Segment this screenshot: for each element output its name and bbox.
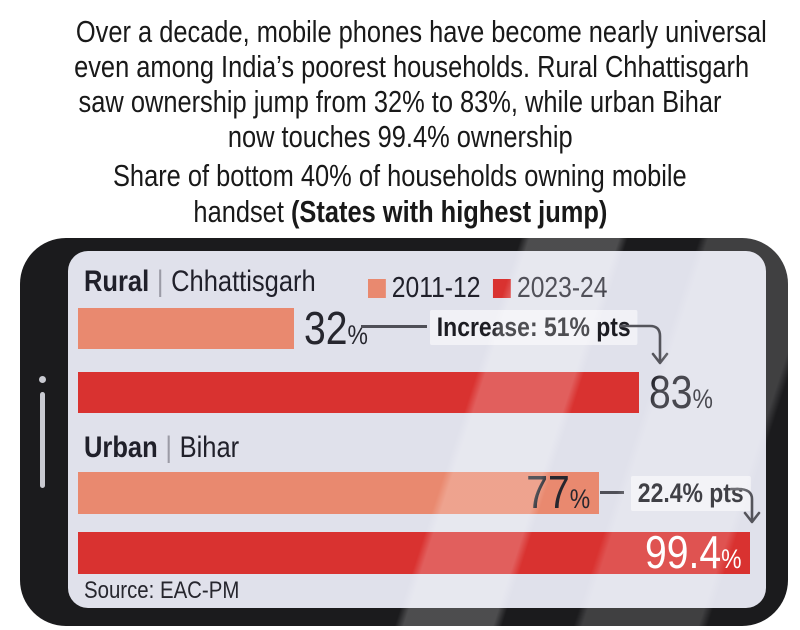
annotation-connector-line	[361, 325, 427, 328]
speaker-icon	[40, 392, 45, 488]
chart-area: 32% Increase: 51% pts 83% 77% 22.4% pts	[78, 251, 761, 608]
camera-icon	[39, 376, 46, 383]
bar-rural-2011-12: 32%	[78, 305, 368, 351]
area-label-urban: Urban	[84, 431, 158, 464]
bar-urban-2023-24: 99.4%	[78, 526, 750, 579]
separator: |	[156, 265, 164, 298]
area-label-rural: Rural	[84, 265, 150, 298]
increase-annotation-urban: 22.4% pts	[631, 476, 751, 511]
bar-value-label: 83%	[649, 365, 713, 418]
state-label-chhattisgarh: Chhattisgarh	[171, 265, 316, 298]
chart-title-bold: (States with highest jump)	[290, 194, 607, 229]
headline-line-2: even among India’s poorest households. R…	[74, 49, 750, 84]
source-note: Source: EAC-PM	[84, 577, 240, 604]
bar-value-label: 32%	[304, 301, 369, 354]
bar-rural-2023-24: 83%	[78, 369, 713, 415]
legend: 2011-12 2023-24	[368, 272, 650, 305]
legend-label-2023-24: 2023-24	[516, 272, 608, 304]
bar-value-label: 99.4%	[645, 526, 742, 579]
legend-swatch-2023-24	[493, 279, 512, 298]
headline-line-4: now touches 99.4% ownership	[227, 119, 573, 154]
chart-title: Share of bottom 40% of households owning…	[0, 158, 800, 230]
phone-screen: Rural | Chhattisgarh 2011-12 2023-24 32% I…	[68, 251, 766, 608]
headline-line-1: Over a decade, mobile phones have become…	[75, 14, 767, 49]
annotation-connector-line	[600, 491, 624, 494]
arrow-down-icon	[730, 487, 761, 524]
group-header-urban: Urban | Bihar	[84, 432, 267, 464]
separator: |	[165, 431, 172, 464]
increase-annotation-rural: Increase: 51% pts	[430, 310, 638, 345]
legend-swatch-2011-12	[368, 279, 386, 298]
phone-frame: Rural | Chhattisgarh 2011-12 2023-24 32% I…	[20, 238, 788, 626]
group-header-rural: Rural | Chhattisgarh	[84, 266, 357, 298]
headline: Over a decade, mobile phones have become…	[0, 14, 800, 154]
state-label-bihar: Bihar	[179, 431, 240, 464]
legend-label-2011-12: 2011-12	[391, 272, 481, 304]
arrow-down-icon	[620, 324, 669, 365]
chart-title-line-2: handset (States with highest jump)	[193, 194, 607, 229]
headline-line-3: saw ownership jump from 32% to 83%, whil…	[78, 84, 722, 119]
bar-value-label: 77%	[526, 466, 591, 519]
bar-urban-2011-12: 77%	[78, 466, 599, 519]
chart-title-line-1: Share of bottom 40% of households owning…	[113, 158, 687, 193]
